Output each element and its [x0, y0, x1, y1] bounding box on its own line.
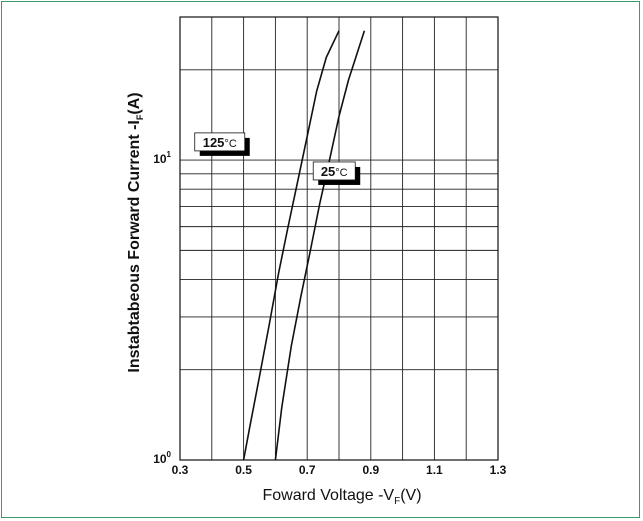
series-layer — [242, 30, 366, 461]
grid — [180, 17, 498, 460]
y-tick-label: 101 — [153, 150, 171, 166]
series-label: 125°C — [194, 132, 250, 156]
series-line — [274, 30, 366, 461]
series-label: 25°C — [312, 161, 361, 185]
plot-area-border — [179, 16, 499, 461]
x-tick-label: 0.5 — [235, 463, 252, 477]
x-axis-label-subscript: F — [394, 496, 400, 507]
y-tick-label: 100 — [153, 450, 171, 466]
y-tick-labels: 100 101 — [153, 150, 171, 466]
x-tick-label: 0.3 — [172, 463, 189, 477]
x-axis-label: Foward Voltage -VF(V) — [262, 487, 421, 507]
x-tick-labels: 0.3 0.5 0.7 0.9 1.1 1.3 — [172, 463, 507, 477]
series-label-text: 25°C — [321, 164, 348, 179]
series-line — [242, 30, 340, 461]
series-label-box — [194, 132, 246, 152]
x-tick-label: 0.9 — [362, 463, 379, 477]
series-label-box — [312, 161, 356, 181]
y-axis-label-unit: (A) — [126, 92, 143, 114]
x-tick-label: 1.3 — [490, 463, 507, 477]
y-axis-label-main: Instabtabeous Forward Current -I — [126, 120, 143, 372]
series-labels: 125°C 25°C — [194, 132, 361, 185]
x-axis-label-main: Foward Voltage -V — [262, 487, 394, 504]
x-axis-label-unit: (V) — [400, 487, 421, 504]
series-label-text: 125°C — [203, 135, 237, 150]
x-tick-label: 0.7 — [299, 463, 316, 477]
y-axis-label: Instabtabeous Forward Current -IF(A) — [126, 92, 145, 372]
x-tick-label: 1.1 — [426, 463, 443, 477]
y-axis-label-subscript: F — [135, 114, 145, 120]
